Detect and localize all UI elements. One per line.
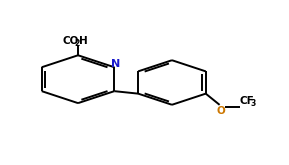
Text: CF: CF	[240, 96, 254, 106]
Text: CO: CO	[62, 36, 79, 46]
Text: 3: 3	[251, 99, 256, 108]
Text: N: N	[111, 59, 121, 69]
Text: H: H	[79, 36, 88, 46]
Text: 2: 2	[75, 39, 80, 48]
Text: O: O	[216, 106, 225, 116]
